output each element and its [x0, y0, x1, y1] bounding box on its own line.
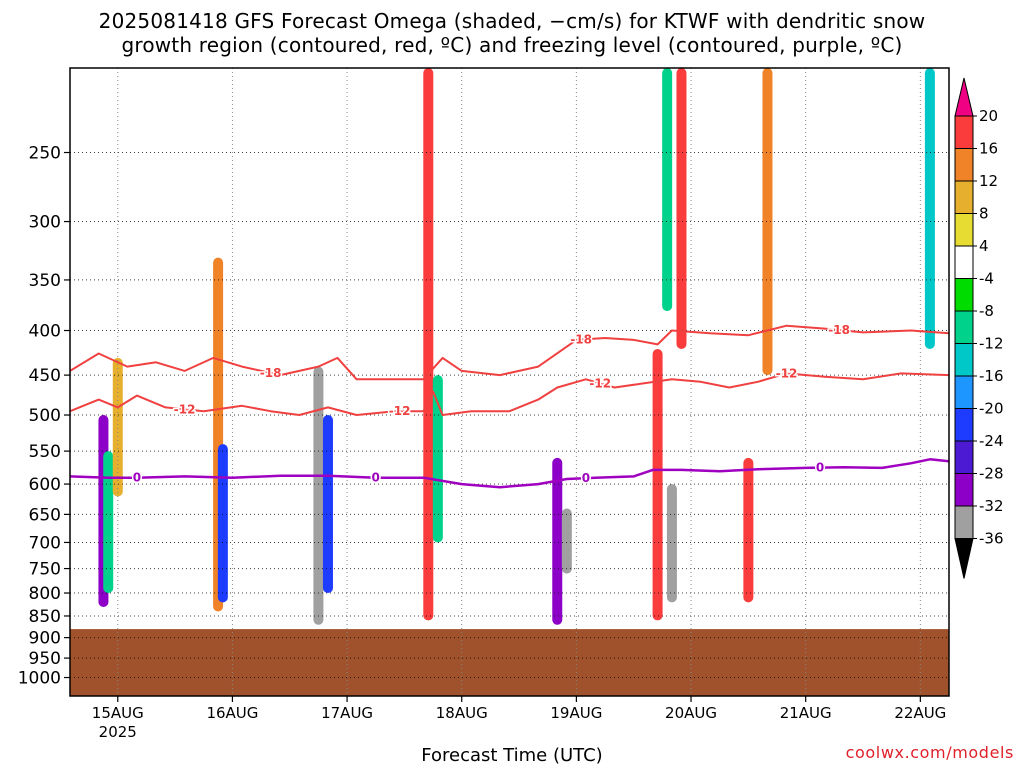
y-tick-label-600: 600	[29, 475, 61, 495]
colorbar-bottom-triangle	[954, 538, 974, 579]
contour-label-8: 0	[372, 471, 380, 485]
y-tick-label-500: 500	[29, 406, 61, 426]
colorbar: 20 16 12 8 4 -4 -8 -12 -16 -20 -24 -28 -32 -36	[954, 77, 1004, 579]
omega-cell-4	[217, 444, 228, 603]
colorbar-label-7: -12	[979, 335, 1004, 353]
colorbar-box-0	[954, 115, 974, 149]
colorbar-label-6: -8	[979, 302, 994, 320]
colorbar-label-8: -16	[979, 367, 1004, 385]
omega-cell-10	[561, 508, 572, 574]
chart-title-line-1: 2025081418 GFS Forecast Omega (shaded, −…	[98, 9, 926, 33]
colorbar-box-4	[954, 245, 974, 279]
y-tick-label-300: 300	[29, 213, 61, 233]
terrain-fill	[70, 629, 949, 696]
contour-layer: -18 -18 -18 -12 -12 -12 -12 0 0 0 0	[70, 322, 949, 489]
omega-cell-14	[676, 68, 687, 349]
y-tick-label-1000: 1000	[18, 669, 61, 689]
omega-cell-5	[313, 366, 324, 625]
colorbar-label-12: -32	[979, 497, 1004, 515]
y-tick-label-400: 400	[29, 322, 61, 342]
colorbar-label-11: -28	[979, 465, 1004, 483]
colorbar-box-12	[954, 505, 974, 539]
omega-cell-16	[762, 68, 773, 376]
contour-label-3: -12	[174, 402, 196, 416]
x-tick-label-19AUG: 19AUG	[550, 704, 602, 722]
colorbar-top-triangle	[954, 77, 974, 117]
colorbar-box-1	[954, 148, 974, 182]
omega-cell-2	[112, 357, 123, 497]
colorbar-box-2	[954, 180, 974, 214]
omega-shading-layer	[98, 68, 935, 625]
omega-cell-9	[552, 457, 563, 625]
y-tick-label-800: 800	[29, 584, 61, 604]
colorbar-label-3: 8	[979, 205, 989, 223]
x-tick-label-18AUG: 18AUG	[436, 704, 488, 722]
y-tick-label-450: 450	[29, 366, 61, 386]
terrain-layer	[70, 629, 949, 696]
y-tick-label-350: 350	[29, 271, 61, 291]
contour-line-0	[70, 324, 949, 381]
omega-cell-1	[103, 451, 114, 594]
colorbar-box-5	[954, 278, 974, 312]
contour-line-1	[70, 372, 949, 416]
colorbar-label-2: 12	[979, 172, 998, 190]
y-tick-label-900: 900	[29, 629, 61, 649]
y-axis: 2503003504004505005506006507007508008509…	[18, 144, 70, 689]
colorbar-label-10: -24	[979, 432, 1004, 450]
colorbar-label-1: 16	[979, 140, 998, 158]
omega-cell-6	[322, 415, 333, 594]
colorbar-label-0: 20	[979, 107, 998, 125]
y-tick-label-950: 950	[29, 649, 61, 669]
omega-cell-12	[666, 484, 677, 603]
omega-cell-17	[924, 68, 935, 349]
y-tick-label-700: 700	[29, 533, 61, 553]
contour-label-5: -12	[589, 376, 611, 390]
colorbar-box-10	[954, 440, 974, 474]
contour-label-7: 0	[133, 471, 141, 485]
colorbar-box-11	[954, 473, 974, 507]
y-tick-label-250: 250	[29, 144, 61, 164]
x-tick-year-label: 2025	[99, 723, 137, 741]
contour-label-6: -12	[776, 366, 798, 380]
colorbar-label-4: 4	[979, 237, 989, 255]
contour-label-9: 0	[582, 471, 590, 485]
omega-cell-13	[662, 68, 673, 312]
contour-label-10: 0	[816, 461, 824, 475]
contour-label-4: -12	[389, 404, 411, 418]
plot-background	[70, 68, 949, 696]
colorbar-box-3	[954, 213, 974, 247]
colorbar-box-7	[954, 343, 974, 377]
contour-line-2	[70, 458, 949, 489]
omega-cell-8	[432, 375, 443, 543]
contour-label-0: -18	[260, 366, 282, 380]
omega-cell-7	[423, 68, 434, 621]
plot-frame	[69, 67, 950, 697]
credit-link[interactable]: coolwx.com/models	[845, 743, 1014, 762]
colorbar-label-13: -36	[979, 530, 1004, 548]
colorbar-box-6	[954, 310, 974, 344]
x-axis-title: Forecast Time (UTC)	[421, 745, 603, 766]
colorbar-box-9	[954, 408, 974, 442]
x-tick-label-21AUG: 21AUG	[780, 704, 832, 722]
y-tick-label-750: 750	[29, 560, 61, 580]
x-tick-label-15AUG: 15AUG	[92, 704, 144, 722]
x-tick-label-22AUG: 22AUG	[894, 704, 946, 722]
colorbar-label-5: -4	[979, 270, 994, 288]
chart-title-line-2: growth region (contoured, red, ºC) and f…	[121, 33, 903, 57]
x-tick-label-16AUG: 16AUG	[206, 704, 258, 722]
x-tick-label-20AUG: 20AUG	[665, 704, 717, 722]
x-tick-label-17AUG: 17AUG	[321, 704, 373, 722]
y-tick-label-850: 850	[29, 607, 61, 627]
colorbar-box-8	[954, 375, 974, 409]
y-tick-label-650: 650	[29, 505, 61, 525]
omega-cell-11	[652, 348, 663, 621]
contour-label-1: -18	[570, 333, 592, 347]
contour-label-2: -18	[828, 323, 850, 337]
colorbar-label-9: -20	[979, 400, 1004, 418]
x-axis: 15AUG 16AUG 17AUG 18AUG 19AUG 20AUG 21AUG 22AUG…	[92, 696, 946, 741]
omega-cell-15	[743, 457, 754, 603]
y-tick-label-550: 550	[29, 442, 61, 462]
